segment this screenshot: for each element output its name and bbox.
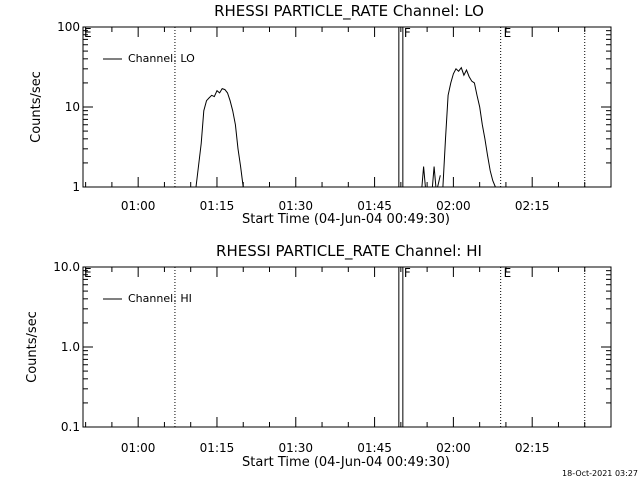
panel-hi-title: RHESSI PARTICLE_RATE Channel: HI [216,242,482,261]
panel-hi: RHESSI PARTICLE_RATE Channel: HI Counts/… [25,242,482,470]
panel-lo-marker-label: E [504,26,512,40]
panel-hi-plot: 0.1 1.0 10.0 01:00 01:15 01:30 01:45 02:00 02:15… [53,260,612,455]
panel-hi-frame [82,266,612,428]
panel-hi-ytick-label: 10.0 [53,260,80,274]
panel-lo-marker-label: F [404,26,411,40]
panel-lo-ytick-label: 10 [65,100,80,114]
panel-hi-marker-label: F [404,266,411,280]
panel-lo-xtick-label: 01:00 [121,199,156,213]
panel-lo-plot: 1 10 100 01:00 01:15 01:30 01:45 02:00 02:15 E F E [57,20,612,213]
panel-hi-marker-label: E [504,266,512,280]
panel-hi-xlabel: Start Time (04-Jun-04 00:49:30) [242,455,450,470]
panel-lo-xlabel: Start Time (04-Jun-04 00:49:30) [242,212,450,227]
panel-lo: RHESSI PARTICLE_RATE Channel: LO Counts/… [29,2,484,227]
panel-lo-ytick-label: 100 [57,20,80,34]
panel-lo-series-line [195,87,244,188]
panel-hi-ylabel: Counts/sec [25,311,40,383]
panel-lo-title: RHESSI PARTICLE_RATE Channel: LO [214,2,484,21]
panel-hi-ytick-label: 0.1 [61,420,80,434]
panel-hi-xtick-label: 02:00 [436,441,471,455]
footer-timestamp: 18-Oct-2021 03:27 [562,469,638,478]
panel-hi-xtick-label: 01:15 [200,441,235,455]
panel-hi-xtick-label: 02:15 [515,441,550,455]
panel-hi-xtick-label: 01:30 [278,441,313,455]
panel-hi-xtick-label: 01:45 [357,441,392,455]
panel-lo-frame [82,26,612,188]
panel-hi-ytick-label: 1.0 [61,340,80,354]
panel-hi-xtick-label: 01:00 [121,441,156,455]
panel-lo-xtick-label: 02:00 [436,199,471,213]
panel-lo-series-line [442,66,496,188]
panel-lo-ylabel: Counts/sec [29,71,44,143]
panel-lo-xtick-label: 01:15 [200,199,235,213]
panel-hi-marker-label: E [84,266,92,280]
panel-lo-xtick-label: 01:45 [357,199,392,213]
panel-lo-legend-label: Channel: LO [128,52,195,65]
panel-lo-xtick-label: 01:30 [278,199,313,213]
panel-lo-xtick-label: 02:15 [515,199,550,213]
panel-lo-marker-label: E [84,26,92,40]
panel-lo-series-line [421,166,441,188]
panel-hi-legend-label: Channel: HI [128,292,192,305]
panel-lo-ytick-label: 1 [72,180,80,194]
